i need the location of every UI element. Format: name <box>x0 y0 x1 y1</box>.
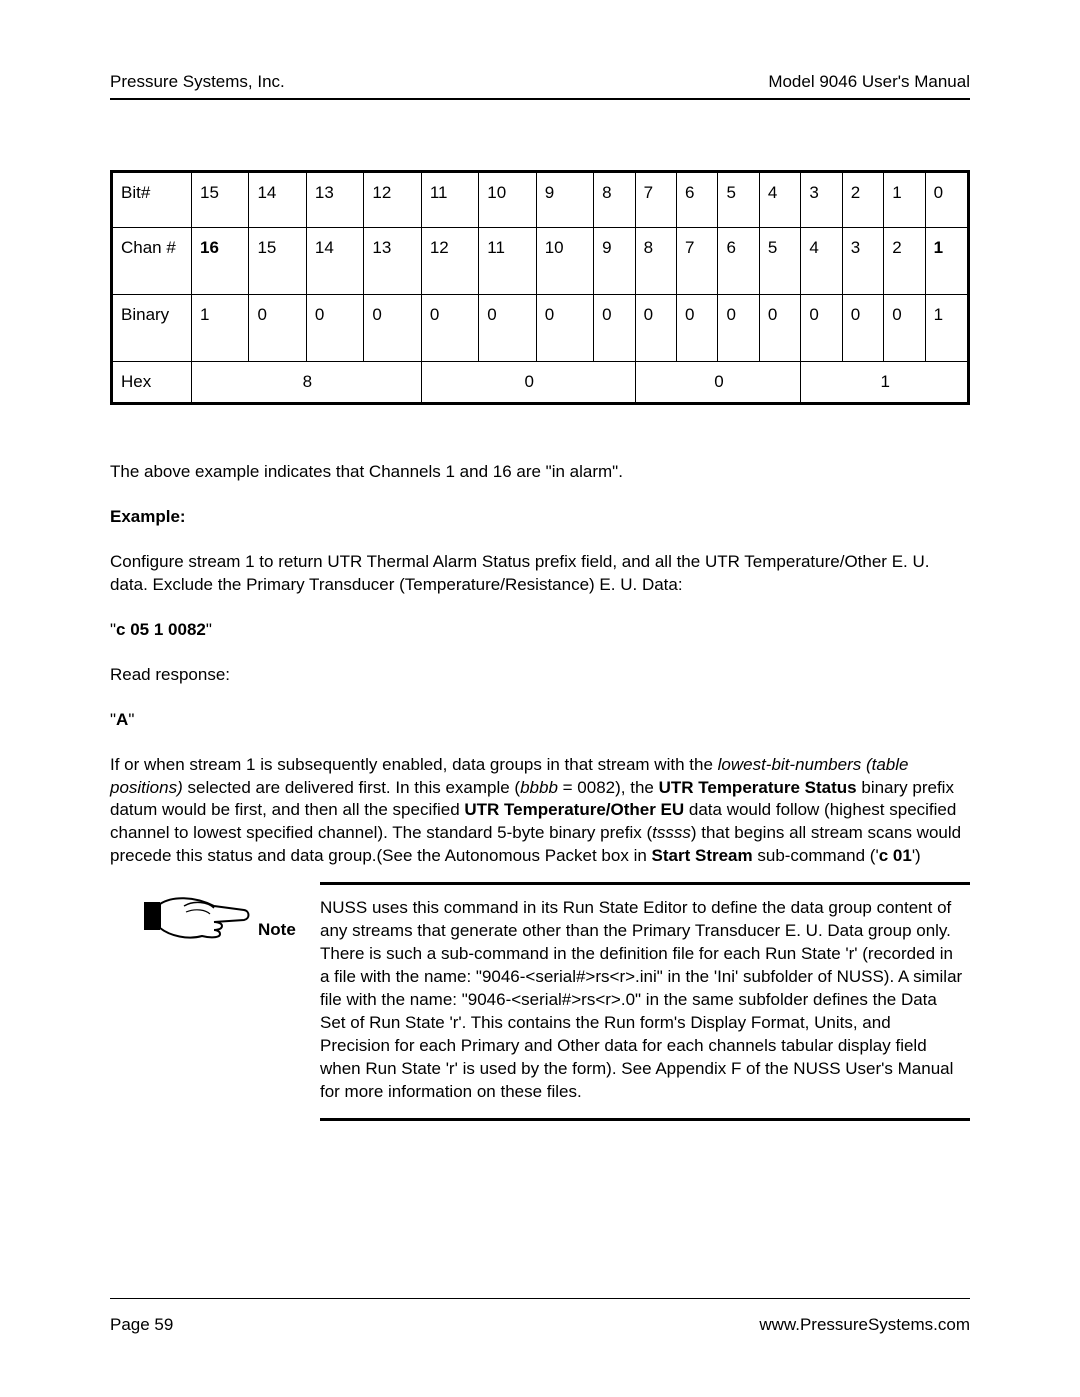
header-rule <box>110 98 970 100</box>
chan-cell: 7 <box>677 228 718 295</box>
hex-cell: 0 <box>635 362 801 404</box>
paragraph-read-response: Read response: <box>110 664 970 687</box>
header-right: Model 9046 User's Manual <box>768 72 970 92</box>
response-text: A <box>116 710 128 729</box>
bit-cell: 5 <box>718 172 759 228</box>
chan-cell: 5 <box>759 228 800 295</box>
header-left: Pressure Systems, Inc. <box>110 72 285 92</box>
command-line: "c 05 1 0082" <box>110 619 970 642</box>
bin-cell: 0 <box>635 295 676 362</box>
bin-cell: 0 <box>677 295 718 362</box>
note-block: Note NUSS uses this command in its Run S… <box>110 882 970 1120</box>
paragraph-alarm-example: The above example indicates that Channel… <box>110 461 970 484</box>
chan-cell: 9 <box>594 228 635 295</box>
hex-cell: 1 <box>801 362 969 404</box>
footer-rule <box>110 1298 970 1299</box>
bin-cell: 0 <box>479 295 536 362</box>
page-footer: Page 59 www.PressureSystems.com <box>110 1315 970 1335</box>
bit-cell: 15 <box>192 172 249 228</box>
bin-cell: 0 <box>306 295 363 362</box>
bit-cell: 1 <box>884 172 925 228</box>
bit-cell: 6 <box>677 172 718 228</box>
chan-cell: 14 <box>306 228 363 295</box>
chan-cell: 12 <box>421 228 478 295</box>
bit-label: Bit# <box>112 172 192 228</box>
bin-cell: 1 <box>192 295 249 362</box>
chan-cell: 16 <box>192 228 249 295</box>
chan-cell: 3 <box>842 228 883 295</box>
bin-cell: 0 <box>249 295 306 362</box>
bin-cell: 0 <box>801 295 842 362</box>
bit-cell: 9 <box>536 172 593 228</box>
bin-cell: 0 <box>842 295 883 362</box>
note-left: Note <box>110 882 300 1120</box>
bit-cell: 14 <box>249 172 306 228</box>
chan-cell: 15 <box>249 228 306 295</box>
row-chan: Chan #16151413121110987654321 <box>112 228 969 295</box>
bit-cell: 0 <box>925 172 968 228</box>
bit-cell: 2 <box>842 172 883 228</box>
footer-left: Page 59 <box>110 1315 173 1335</box>
bit-cell: 10 <box>479 172 536 228</box>
chan-cell: 8 <box>635 228 676 295</box>
bin-cell: 1 <box>925 295 968 362</box>
bin-cell: 0 <box>421 295 478 362</box>
page-header: Pressure Systems, Inc. Model 9046 User's… <box>110 72 970 92</box>
bin-cell: 0 <box>718 295 759 362</box>
footer-right: www.PressureSystems.com <box>759 1315 970 1335</box>
hex-cell: 8 <box>192 362 422 404</box>
bin-cell: 0 <box>759 295 800 362</box>
chan-cell: 1 <box>925 228 968 295</box>
pointing-hand-icon <box>144 892 254 940</box>
hex-cell: 0 <box>421 362 635 404</box>
bit-cell: 7 <box>635 172 676 228</box>
chan-cell: 11 <box>479 228 536 295</box>
chan-cell: 6 <box>718 228 759 295</box>
row-binary: Binary1000000000000001 <box>112 295 969 362</box>
bit-cell: 12 <box>364 172 421 228</box>
bit-cell: 4 <box>759 172 800 228</box>
command-text: c 05 1 0082 <box>116 620 206 639</box>
bit-cell: 13 <box>306 172 363 228</box>
chan-cell: 2 <box>884 228 925 295</box>
row-hex: Hex8001 <box>112 362 969 404</box>
bin-cell: 0 <box>536 295 593 362</box>
paragraph-configure: Configure stream 1 to return UTR Thermal… <box>110 551 970 597</box>
chan-cell: 10 <box>536 228 593 295</box>
bitmap-table: Bit#1514131211109876543210 Chan #1615141… <box>110 170 970 405</box>
hex-label: Hex <box>112 362 192 404</box>
response-line: "A" <box>110 709 970 732</box>
chan-cell: 4 <box>801 228 842 295</box>
note-text: NUSS uses this command in its Run State … <box>320 882 970 1120</box>
bit-cell: 11 <box>421 172 478 228</box>
bin-cell: 0 <box>594 295 635 362</box>
paragraph-stream-detail: If or when stream 1 is subsequently enab… <box>110 754 970 869</box>
chan-label: Chan # <box>112 228 192 295</box>
row-bit: Bit#1514131211109876543210 <box>112 172 969 228</box>
bin-cell: 0 <box>364 295 421 362</box>
example-heading: Example: <box>110 506 970 529</box>
note-label: Note <box>258 920 296 940</box>
bit-cell: 3 <box>801 172 842 228</box>
bin-cell: 0 <box>884 295 925 362</box>
chan-cell: 13 <box>364 228 421 295</box>
bin-label: Binary <box>112 295 192 362</box>
bit-cell: 8 <box>594 172 635 228</box>
